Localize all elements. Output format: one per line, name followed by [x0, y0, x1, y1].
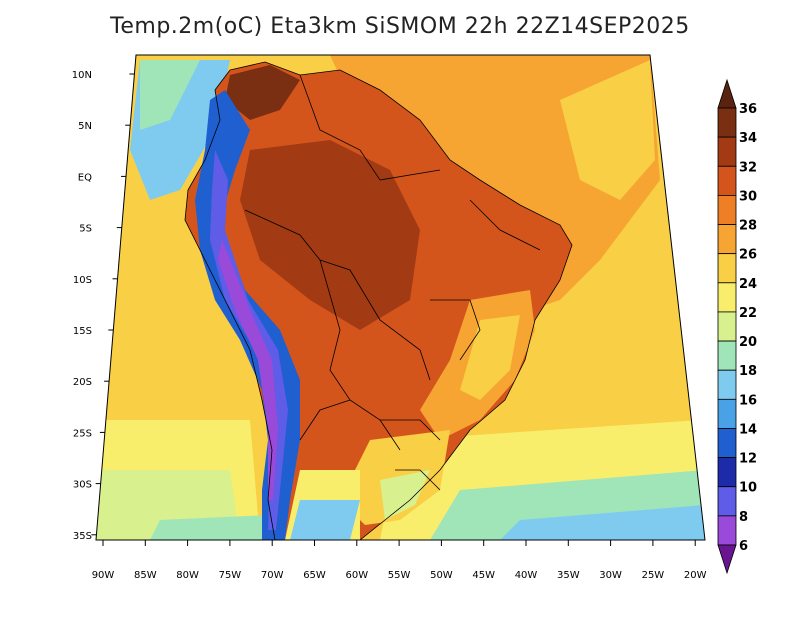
colorbar-segment [717, 282, 737, 313]
colorbar-label: 8 [739, 510, 748, 525]
colorbar-segment [717, 253, 737, 284]
colorbar-label: 14 [739, 422, 757, 437]
lon-tick-label: 50W [430, 570, 453, 581]
colorbar: 36 34 32 30 28 26 24 22 20 18 16 14 12 10 8 6 [717, 78, 757, 575]
lat-tick-label: 5N [78, 121, 92, 132]
colorbar-label: 36 [739, 102, 757, 117]
atlantic-band [560, 60, 655, 200]
south-atlantic-cold [500, 505, 705, 540]
colorbar-label: 10 [739, 481, 757, 496]
colorbar-label: 34 [739, 131, 757, 146]
colorbar-label: 18 [739, 364, 757, 379]
uruguay [380, 470, 430, 520]
lat-tick-label: 30S [73, 480, 92, 491]
colorbar-segment [717, 428, 737, 459]
lon-tick-label: 65W [303, 570, 326, 581]
colorbar-segment [717, 136, 737, 167]
latitude-axis: 10N 5N EQ 5S 10S 15S 20S 25S 30S 35S [72, 70, 135, 542]
colorbar-label: 30 [739, 189, 757, 204]
lat-tick-label: 25S [73, 428, 92, 439]
lon-tick-label: 75W [219, 570, 242, 581]
colorbar-label: 22 [739, 306, 757, 321]
colorbar-segment [717, 340, 737, 371]
colorbar-max-arrow [717, 78, 737, 109]
pacific-far-south [150, 515, 270, 540]
lon-tick-label: 70W [261, 570, 284, 581]
colorbar-label: 26 [739, 248, 757, 263]
colorbar-segment [717, 515, 737, 546]
map-frame [95, 54, 706, 541]
lat-tick-label: 35S [73, 531, 92, 542]
lat-tick-label: 10N [72, 70, 92, 81]
amazon-hot [240, 140, 420, 330]
longitude-axis: 90W 85W 80W 75W 70W 65W 60W 55W 50W 45W 40W 35W 30W 2… [92, 540, 707, 581]
colorbar-segment [717, 107, 737, 138]
map-field [96, 55, 705, 540]
lon-tick-label: 90W [92, 570, 115, 581]
lat-tick-label: 10S [73, 275, 92, 286]
lat-tick-label: 15S [73, 326, 92, 337]
andes-coldest [218, 240, 278, 500]
colorbar-segment [717, 194, 737, 225]
lon-tick-label: 25W [642, 570, 665, 581]
colorbar-label: 20 [739, 335, 757, 350]
colorbar-label: 28 [739, 219, 757, 234]
colorbar-segment [717, 369, 737, 400]
lon-tick-label: 30W [599, 570, 622, 581]
colorbar-label: 12 [739, 452, 757, 467]
lat-tick-label: 5S [79, 224, 92, 235]
colorbar-segment [717, 224, 737, 255]
east-brazil-mild [460, 315, 520, 400]
lon-tick-label: 85W [134, 570, 157, 581]
lon-tick-label: 35W [557, 570, 580, 581]
lon-tick-label: 55W [388, 570, 411, 581]
colorbar-segment [717, 457, 737, 488]
colorbar-min-arrow [717, 544, 737, 575]
colorbar-segment [717, 398, 737, 429]
lon-tick-label: 45W [472, 570, 495, 581]
colorbar-label: 6 [739, 539, 748, 554]
patagonia-cold [290, 500, 360, 540]
lon-tick-label: 60W [345, 570, 368, 581]
colorbar-label: 32 [739, 160, 757, 175]
lat-tick-label: 20S [73, 377, 92, 388]
map-title: Temp.2m(oC) Eta3km SiSMOM 22h 22Z14SEP20… [110, 14, 690, 39]
colorbar-segment [717, 165, 737, 196]
lat-tick-label: EQ [78, 172, 92, 183]
country-borders [184, 61, 573, 540]
colorbar-label: 16 [739, 393, 757, 408]
lon-tick-label: 20W [684, 570, 707, 581]
colorbar-segment [717, 486, 737, 517]
pacific-cool [140, 60, 200, 130]
colorbar-segment [717, 311, 737, 342]
colombia-hot [225, 65, 300, 120]
lon-tick-label: 40W [515, 570, 538, 581]
colorbar-label: 24 [739, 277, 757, 292]
lon-tick-label: 80W [176, 570, 199, 581]
